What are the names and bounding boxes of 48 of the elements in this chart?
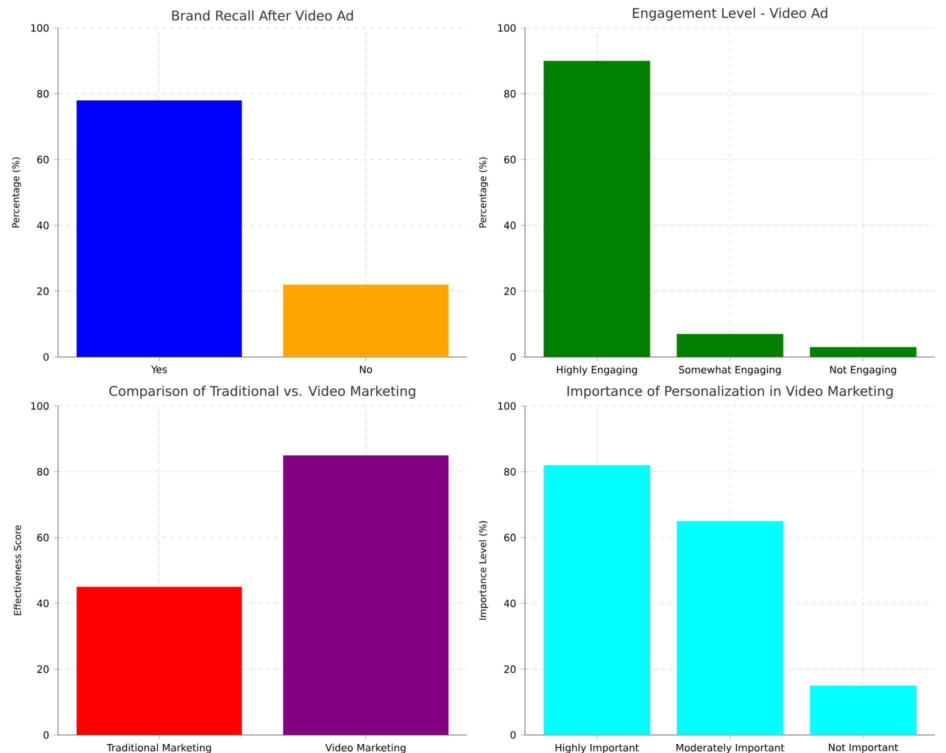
y-tick-label: 100 xyxy=(31,402,49,410)
y-tick-label: 40 xyxy=(37,222,49,230)
x-tick-label: Not Important xyxy=(828,744,898,753)
x-tick-label: Yes xyxy=(151,366,167,374)
chart-title: Importance of Personalization in Video Marketing xyxy=(568,386,893,399)
y-tick-label: 100 xyxy=(498,24,516,32)
x-tick-label: Somewhat Engaging xyxy=(679,366,781,376)
y-tick-label: 100 xyxy=(31,24,49,32)
x-tick-label: No xyxy=(360,366,372,374)
y-tick-label: 80 xyxy=(504,90,516,98)
y-tick-label: 40 xyxy=(504,600,516,608)
y-tick-label: 0 xyxy=(510,353,516,361)
x-tick-label: Moderately Important xyxy=(676,744,784,753)
y-tick-label: 20 xyxy=(504,287,516,295)
chart-title: Engagement Level - Video Ad xyxy=(632,8,828,21)
x-tick-label: Highly Engaging xyxy=(556,366,637,376)
y-tick-label: 60 xyxy=(37,156,49,164)
x-tick-label: Highly Important xyxy=(556,744,639,753)
chart-title: Brand Recall After Video Ad xyxy=(172,10,353,21)
y-axis-title: Importance Level (%) xyxy=(479,521,488,620)
bar xyxy=(544,465,650,735)
y-tick-label: 20 xyxy=(37,665,49,673)
x-tick-label: Video Marketing xyxy=(325,744,406,753)
bar xyxy=(676,334,784,357)
y-tick-label: 60 xyxy=(504,534,516,542)
y-tick-label: 80 xyxy=(37,468,49,476)
bar xyxy=(810,347,916,357)
y-tick-label: 20 xyxy=(504,665,516,673)
y-tick-label: 80 xyxy=(504,468,516,476)
chart-title: Comparison of Traditional vs. Video Marketing xyxy=(109,386,416,399)
y-tick-label: 40 xyxy=(37,600,49,608)
y-tick-label: 40 xyxy=(504,222,516,230)
x-tick-label: Traditional Marketing xyxy=(106,744,211,753)
y-axis-title: Percentage (%) xyxy=(12,157,22,228)
y-tick-label: 0 xyxy=(44,353,49,361)
bar xyxy=(544,60,650,357)
y-tick-label: 100 xyxy=(498,402,516,410)
y-tick-label: 20 xyxy=(37,287,49,295)
bar xyxy=(810,686,916,735)
y-tick-label: 0 xyxy=(510,731,516,739)
y-tick-label: 60 xyxy=(504,156,516,164)
y-tick-label: 0 xyxy=(44,731,49,739)
y-tick-label: 80 xyxy=(37,90,49,98)
y-axis-title: Percentage (%) xyxy=(479,157,488,228)
y-axis-title: Effectiveness Score xyxy=(14,525,22,616)
x-tick-label: Not Engaging xyxy=(830,366,896,376)
y-tick-label: 60 xyxy=(37,534,49,542)
bar xyxy=(676,521,784,735)
